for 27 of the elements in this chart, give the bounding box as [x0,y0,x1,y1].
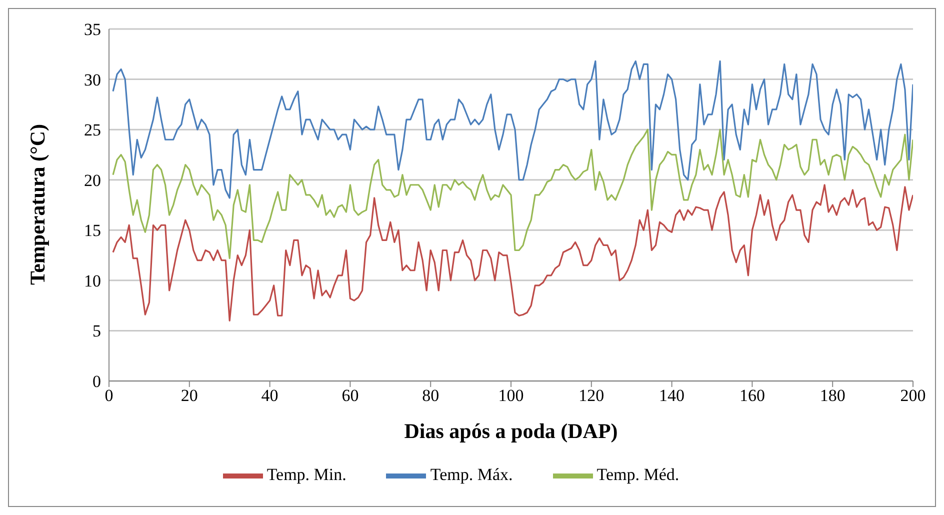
legend-label: Temp. Min. [266,464,346,484]
y-tick-label: 30 [84,70,101,90]
x-tick-label: 120 [578,386,604,406]
y-tick-label: 20 [84,170,101,190]
legend-label: Temp. Méd. [596,464,680,484]
y-axis-title: Temperatura (°C) [25,124,50,285]
x-tick-label: 180 [820,386,846,406]
line-series [112,184,913,322]
x-tick-label: 60 [342,386,359,406]
y-tick-label: 25 [84,120,101,140]
x-tick-label: 0 [104,386,114,406]
x-axis-title: Dias após a poda (DAP) [404,419,618,443]
x-tick-label: 40 [261,386,278,406]
x-tick-label: 140 [659,386,685,406]
y-tick-label: 10 [84,271,101,290]
x-tick-label: 160 [739,386,765,406]
line-series [112,60,913,199]
y-tick-label: 35 [84,20,101,40]
legend-label: Temp. Máx. [430,464,513,484]
y-tick-label: 0 [92,372,101,392]
line-series [112,128,913,260]
y-tick-label: 5 [92,322,101,341]
x-tick-label: 100 [498,386,524,406]
x-tick-label: 20 [180,386,198,406]
x-tick-label: 80 [422,386,440,406]
x-tick-label: 200 [900,386,926,406]
y-tick-label: 15 [84,221,101,240]
